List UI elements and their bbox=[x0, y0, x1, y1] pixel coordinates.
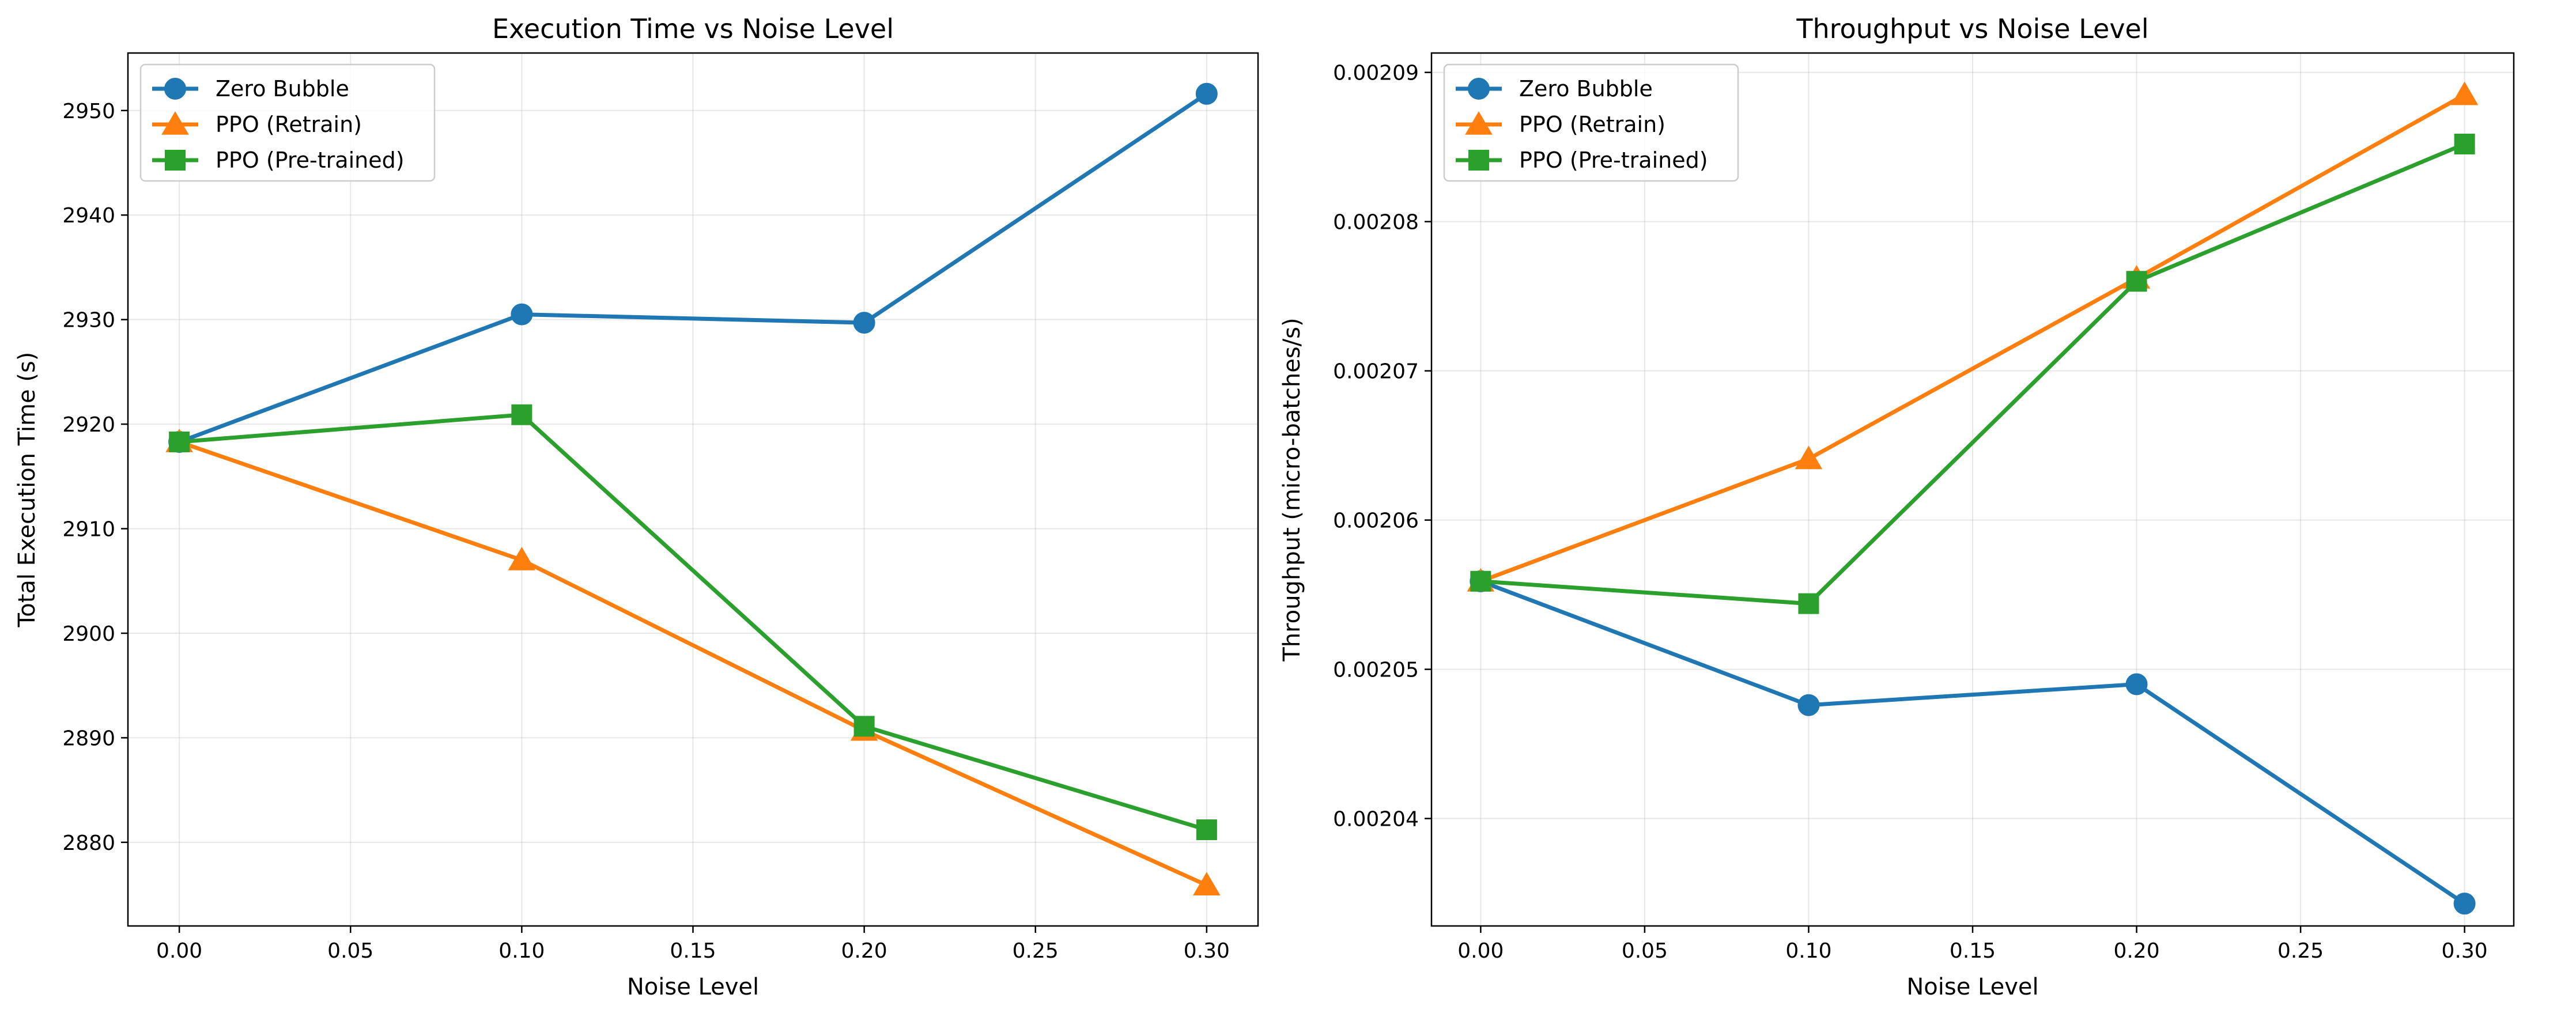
x-tick-label: 0.00 bbox=[1457, 939, 1504, 963]
data-point bbox=[1195, 82, 1218, 105]
y-tick-label: 2950 bbox=[62, 100, 115, 123]
x-tick-label: 0.10 bbox=[498, 939, 545, 963]
y-tick-label: 0.00206 bbox=[1333, 509, 1419, 533]
y-tick-label: 0.00209 bbox=[1333, 62, 1419, 85]
data-point bbox=[169, 431, 190, 452]
plot-frame bbox=[1430, 52, 2515, 927]
data-point bbox=[2454, 133, 2475, 154]
data-point bbox=[2450, 81, 2479, 105]
x-tick-label: 0.20 bbox=[2113, 939, 2159, 963]
data-point bbox=[1196, 819, 1217, 841]
y-axis-ticks: 2880 2890 2900 2910 2920 2930 2940 2950 bbox=[62, 100, 128, 855]
x-axis-label: Noise Level bbox=[627, 974, 759, 1000]
y-tick-label: 2890 bbox=[62, 727, 115, 750]
data-point bbox=[853, 716, 875, 737]
data-point bbox=[511, 303, 533, 326]
y-tick-label: 2910 bbox=[62, 518, 115, 542]
series-line bbox=[1478, 142, 2467, 606]
y-tick-label: 0.00208 bbox=[1333, 211, 1419, 235]
x-axis-ticks: 0.00 0.05 0.10 0.15 0.20 0.25 0.30 bbox=[156, 926, 1230, 963]
y-tick-label: 2940 bbox=[62, 204, 115, 228]
legend-marker bbox=[165, 150, 186, 171]
legend-label: Zero Bubble bbox=[1519, 76, 1653, 101]
x-tick-label: 0.15 bbox=[670, 939, 716, 963]
data-point bbox=[1797, 694, 1820, 716]
legend-label: Zero Bubble bbox=[216, 76, 349, 101]
legend: Zero Bubble PPO (Retrain) PPO (Pre-trained… bbox=[139, 63, 436, 182]
grid bbox=[1431, 53, 2514, 926]
chart-title: Throughput vs Noise Level bbox=[1796, 13, 2148, 44]
x-tick-label: 0.05 bbox=[1622, 939, 1668, 963]
legend-label: PPO (Pre-trained) bbox=[216, 148, 405, 173]
legend-label: PPO (Retrain) bbox=[1519, 112, 1665, 137]
series-line bbox=[177, 413, 1209, 832]
x-axis-ticks: 0.00 0.05 0.10 0.15 0.20 0.25 0.30 bbox=[1457, 926, 2488, 963]
y-tick-label: 2920 bbox=[62, 413, 115, 437]
data-point bbox=[511, 404, 532, 425]
legend-label: PPO (Pre-trained) bbox=[1519, 148, 1708, 173]
series-line bbox=[1478, 579, 2467, 906]
x-tick-label: 0.30 bbox=[1184, 939, 1230, 963]
legend-entry: PPO (Pre-trained) bbox=[152, 148, 405, 173]
legend-marker bbox=[161, 111, 189, 135]
x-axis-label: Noise Level bbox=[1906, 974, 2038, 1000]
x-tick-label: 0.25 bbox=[2277, 939, 2324, 963]
data-point bbox=[508, 546, 536, 570]
data-point bbox=[1795, 445, 1823, 470]
y-tick-label: 2930 bbox=[62, 309, 115, 332]
x-tick-label: 0.05 bbox=[327, 939, 373, 963]
legend-entry: PPO (Retrain) bbox=[152, 111, 362, 137]
data-point bbox=[1470, 570, 1491, 592]
x-tick-label: 0.00 bbox=[156, 939, 202, 963]
y-axis-ticks: 0.00204 0.00205 0.00206 0.00207 0.00208 0.002… bbox=[1333, 62, 1431, 831]
x-tick-label: 0.30 bbox=[2442, 939, 2488, 963]
data-point bbox=[853, 312, 875, 334]
legend-entry: Zero Bubble bbox=[1456, 76, 1653, 101]
series-3 bbox=[169, 404, 1217, 841]
x-tick-label: 0.25 bbox=[1013, 939, 1059, 963]
legend-frame bbox=[1443, 63, 1739, 182]
legend: Zero Bubble PPO (Retrain) PPO (Pre-trained… bbox=[1443, 63, 1739, 182]
x-tick-label: 0.20 bbox=[841, 939, 887, 963]
y-axis-label: Throughput (micro-batches/s) bbox=[1279, 317, 1305, 661]
series-line bbox=[1478, 93, 2467, 584]
data-point bbox=[2126, 271, 2147, 292]
y-tick-label: 2900 bbox=[62, 622, 115, 646]
data-point bbox=[1798, 593, 1819, 614]
legend-frame bbox=[139, 63, 436, 182]
legend-marker bbox=[164, 78, 186, 100]
chart-title: Execution Time vs Noise Level bbox=[492, 13, 894, 44]
legend-entry: PPO (Pre-trained) bbox=[1456, 148, 1708, 173]
legend-entry: Zero Bubble bbox=[152, 76, 349, 101]
data-point bbox=[2453, 893, 2476, 915]
y-tick-label: 0.00205 bbox=[1333, 659, 1419, 682]
y-axis-label: Total Execution Time (s) bbox=[14, 352, 40, 628]
series-line bbox=[177, 440, 1209, 887]
y-tick-label: 0.00207 bbox=[1333, 360, 1419, 384]
legend-marker bbox=[1468, 150, 1489, 171]
plot-frame bbox=[127, 52, 1259, 927]
legend-label: PPO (Retrain) bbox=[216, 112, 362, 137]
series-3 bbox=[1470, 133, 2475, 614]
y-tick-label: 0.00204 bbox=[1333, 808, 1419, 831]
legend-marker bbox=[1465, 111, 1493, 135]
legend-marker bbox=[1468, 78, 1490, 100]
series-line bbox=[177, 92, 1209, 444]
chart-panel-2: 0.00 0.05 0.10 0.15 0.20 0.25 0.300.002040.002… bbox=[1279, 13, 2515, 1000]
data-point bbox=[2125, 673, 2148, 695]
chart-panel-1: 0.00 0.05 0.10 0.15 0.20 0.25 0.30 2880 2890 2900… bbox=[14, 13, 1259, 1000]
x-tick-label: 0.15 bbox=[1950, 939, 1996, 963]
y-tick-label: 2880 bbox=[62, 831, 115, 855]
x-tick-label: 0.10 bbox=[1785, 939, 1831, 963]
legend-entry: PPO (Retrain) bbox=[1456, 111, 1665, 137]
data-point bbox=[1193, 872, 1221, 896]
